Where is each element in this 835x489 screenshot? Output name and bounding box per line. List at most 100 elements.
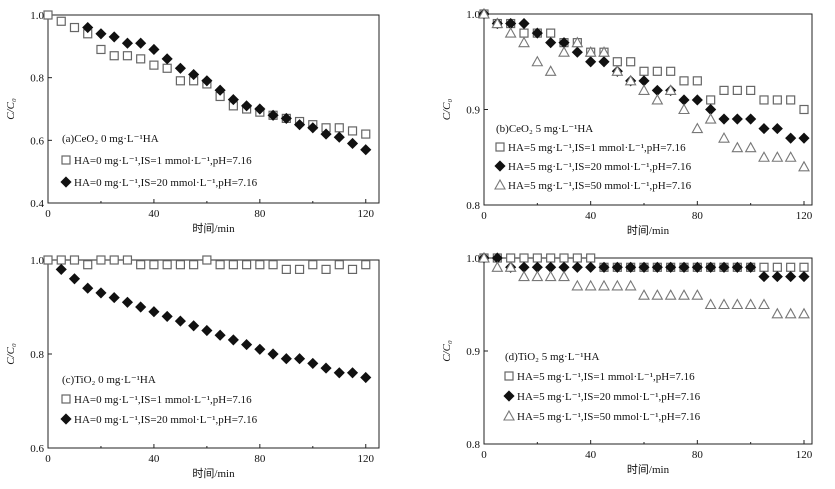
data-point	[771, 271, 783, 283]
legend-entry: HA=0 mg·L⁻¹,IS=1 mmol·L⁻¹,pH=7.16	[74, 155, 252, 167]
data-point	[598, 46, 610, 57]
data-point	[242, 260, 252, 270]
data-point	[611, 279, 624, 291]
data-point	[69, 255, 80, 265]
data-point	[175, 76, 185, 86]
legend-marker	[494, 160, 506, 172]
data-point	[162, 63, 172, 73]
data-point	[691, 261, 703, 273]
data-point	[639, 66, 649, 76]
data-point	[241, 100, 253, 112]
data-point	[678, 103, 690, 115]
data-point	[161, 53, 173, 65]
data-point	[268, 260, 278, 270]
data-point	[571, 36, 584, 48]
series-0	[479, 9, 809, 115]
data-point	[786, 95, 796, 105]
data-point	[612, 57, 622, 67]
legend-entry: HA=5 mg·L⁻¹,IS=50 mmol·L⁻¹,pH=7.16	[508, 180, 692, 192]
data-point	[96, 255, 106, 265]
data-point	[704, 112, 717, 124]
y-tick-label: 0.9	[466, 105, 480, 117]
data-point	[571, 279, 584, 291]
data-point	[228, 260, 238, 270]
data-point	[558, 46, 570, 57]
data-point	[718, 298, 730, 310]
data-point	[333, 131, 345, 143]
data-point	[308, 260, 318, 270]
data-point	[320, 362, 332, 374]
data-point	[148, 43, 160, 56]
y-tick-label: 1.0	[466, 253, 480, 265]
data-point	[745, 113, 757, 125]
data-point	[759, 95, 769, 105]
data-point	[746, 85, 756, 96]
data-point	[136, 260, 146, 270]
legend-entry: HA=5 mg·L⁻¹,IS=1 mmol·L⁻¹,pH=7.16	[517, 371, 695, 383]
data-point	[280, 112, 292, 124]
data-point	[799, 104, 809, 115]
x-axis-title: 时间/min	[627, 463, 670, 476]
data-point	[798, 271, 810, 283]
data-point	[360, 144, 372, 156]
data-point	[491, 261, 504, 272]
data-point	[598, 279, 610, 291]
data-point	[531, 270, 544, 282]
data-point	[69, 22, 80, 33]
series-1	[55, 263, 372, 384]
data-point	[136, 54, 146, 64]
data-point	[518, 17, 530, 30]
data-point	[692, 76, 702, 86]
x-axis-title: 时间/min	[192, 222, 235, 235]
plot-frame	[47, 14, 380, 204]
y-axis-title: C/C₀	[5, 98, 17, 120]
data-point	[771, 123, 783, 135]
data-point	[121, 37, 134, 49]
data-point	[719, 85, 729, 96]
data-point	[651, 93, 664, 105]
legend-entry: HA=0 mg·L⁻¹,IS=20 mmol·L⁻¹,pH=7.16	[74, 177, 258, 189]
data-point	[531, 27, 543, 39]
series-1	[82, 21, 372, 156]
data-point	[293, 353, 306, 365]
data-point	[571, 46, 583, 58]
data-point	[108, 292, 120, 304]
data-point	[731, 261, 743, 273]
data-point	[201, 75, 213, 87]
data-point	[320, 128, 332, 140]
x-tick-label: 120	[796, 210, 813, 222]
data-point	[705, 261, 717, 273]
data-point	[227, 94, 239, 106]
data-point	[718, 113, 730, 125]
data-point	[347, 126, 358, 136]
y-axis-title: C/C₀	[441, 340, 453, 362]
data-point	[704, 298, 717, 310]
data-point	[638, 84, 650, 95]
legend-entry: HA=5 mg·L⁻¹,IS=1 mmol·L⁻¹,pH=7.16	[508, 142, 686, 154]
data-point	[585, 261, 597, 273]
data-point	[149, 260, 159, 270]
y-tick-label: 0.6	[30, 135, 44, 147]
data-point	[759, 262, 769, 272]
data-point	[56, 255, 66, 265]
legend-marker	[503, 409, 515, 421]
data-point	[706, 95, 716, 105]
data-point	[611, 65, 624, 76]
chart-panel-0: 0 40 80 120 0.4 0.6 0.8 1.0 时间/min C/C₀ (a)CeO₂ 0 …	[5, 10, 380, 235]
data-point	[691, 289, 704, 300]
data-point	[664, 84, 677, 95]
data-point	[347, 264, 358, 274]
x-tick-label: 40	[585, 449, 597, 461]
data-point	[532, 253, 542, 263]
data-point	[731, 141, 744, 153]
data-point	[346, 367, 359, 379]
data-point	[784, 307, 797, 319]
data-point	[598, 261, 610, 273]
series-0	[43, 255, 371, 274]
data-point	[281, 264, 291, 274]
y-tick-label: 1.0	[30, 255, 44, 267]
data-point	[584, 46, 597, 57]
x-tick-label: 120	[796, 449, 813, 461]
data-point	[43, 255, 53, 265]
data-point	[544, 270, 557, 282]
